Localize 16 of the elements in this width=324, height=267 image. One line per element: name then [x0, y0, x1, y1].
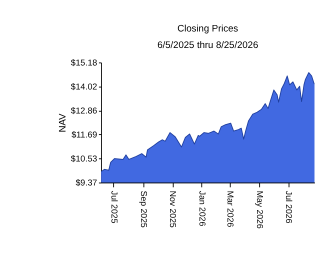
y-tick-label: $15.18: [70, 57, 98, 68]
x-tick-label: Jul 2026: [284, 190, 294, 224]
y-tick-label: $14.02: [70, 81, 98, 92]
y-tick-label: $11.69: [71, 130, 98, 140]
x-tick-label: Sep 2025: [139, 190, 150, 228]
chart-title: Closing Prices: [177, 23, 238, 34]
y-tick-label: $12.86: [70, 105, 98, 116]
chart-subtitle: 6/5/2025 thru 8/25/2026: [157, 40, 258, 51]
x-tick-label: Nov 2025: [168, 190, 178, 228]
x-tick-label: Mar 2026: [226, 190, 236, 228]
x-tick-label: May 2026: [254, 190, 265, 229]
x-tick-label: Jul 2025: [109, 190, 120, 224]
y-tick-label: $9.37: [76, 178, 98, 188]
y-axis-title: NAV: [58, 112, 69, 132]
x-tick-label: Jan 2026: [197, 190, 208, 226]
y-tick-label: $10.53: [70, 154, 98, 164]
